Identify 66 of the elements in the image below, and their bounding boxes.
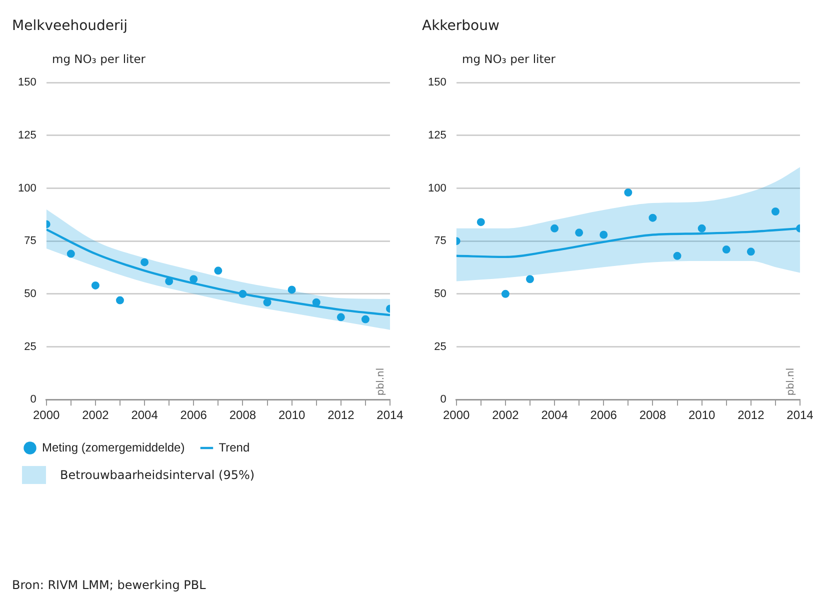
chart-title: Akkerbouw [422, 18, 500, 36]
chart-title: Melkveehouderij [12, 18, 129, 36]
x-tick-label: 2008 [229, 408, 256, 422]
x-tick-label: 2000 [443, 408, 470, 422]
y-tick-label: 75 [24, 235, 36, 248]
text: Bron: RIVM LMM; bewerking PBL [12, 578, 206, 592]
y-tick-label: 100 [428, 182, 446, 194]
point [165, 277, 174, 286]
text: Betrouwbaarheidsinterval (95%) [60, 468, 255, 482]
point [550, 224, 559, 232]
y-tick-label: 125 [428, 129, 446, 142]
point [288, 286, 296, 294]
y-tick-label: 25 [24, 340, 36, 353]
annotation: pbl.nl [376, 368, 387, 396]
point [312, 298, 320, 306]
y-tick-label: 0 [440, 394, 446, 406]
y-tick-label: 25 [434, 340, 446, 353]
point [575, 228, 584, 237]
point [476, 218, 485, 226]
y-tick-label: 150 [428, 76, 446, 89]
point [263, 298, 272, 306]
x-tick-label: 2014 [376, 408, 404, 422]
x-tick-label: 2000 [33, 408, 60, 422]
point [361, 315, 370, 324]
y-tick-label: 50 [24, 288, 36, 300]
annotation: pbl.nl [786, 368, 797, 396]
point [116, 296, 124, 304]
point [140, 258, 149, 266]
y-tick-label: 100 [18, 182, 36, 194]
y-axis-title: mg NO₃ per liter [462, 52, 557, 66]
y-tick-label: 50 [434, 288, 446, 300]
point [673, 252, 682, 260]
y-axis-title: mg NO₃ per liter [52, 52, 147, 66]
point [526, 275, 534, 284]
x-tick-label: 2006 [590, 408, 618, 422]
x-tick-label: 2006 [180, 408, 208, 422]
point [771, 208, 780, 216]
x-tick-label: 2012 [328, 408, 355, 422]
y-tick-label: 75 [434, 235, 446, 248]
point [336, 313, 345, 322]
point [624, 188, 632, 196]
point [501, 290, 510, 298]
point [66, 250, 75, 258]
legend-label: Trend [218, 440, 250, 454]
x-tick-label: 2004 [131, 408, 158, 422]
x-tick-label: 2010 [688, 408, 716, 422]
x-tick-label: 2014 [786, 408, 813, 422]
point [648, 214, 657, 222]
y-tick-label: 150 [18, 76, 36, 89]
point [214, 266, 222, 275]
legend-label: Meting (zomergemiddelde) [42, 440, 185, 454]
y-tick-label: 0 [30, 394, 36, 406]
point [91, 281, 100, 290]
point [190, 275, 198, 284]
point [600, 230, 608, 239]
point [722, 246, 730, 254]
point [238, 290, 247, 298]
x-tick-label: 2010 [278, 408, 306, 422]
x-tick-label: 2008 [639, 408, 666, 422]
x-tick-label: 2012 [738, 408, 765, 422]
y-tick-label: 125 [18, 129, 36, 142]
x-tick-label: 2002 [492, 408, 520, 422]
x-tick-label: 2004 [541, 408, 568, 422]
point [698, 224, 706, 232]
x-tick-label: 2002 [82, 408, 110, 422]
point [746, 248, 755, 256]
